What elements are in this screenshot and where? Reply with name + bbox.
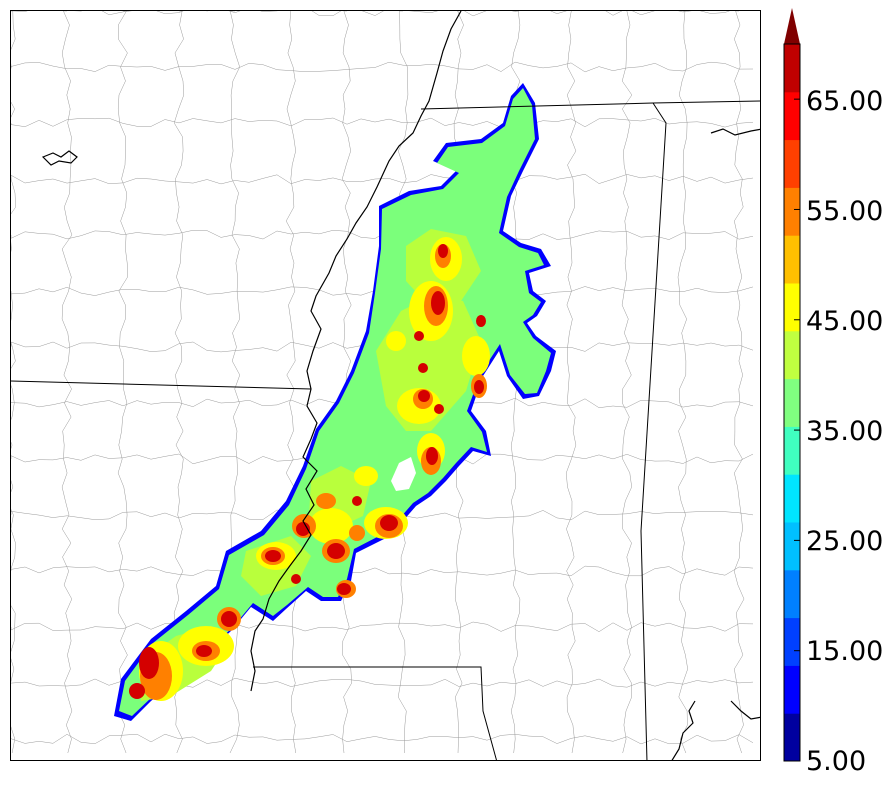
mississippi-river [250, 11, 760, 760]
colorbar-label-5: 5.00 [806, 746, 867, 777]
colorbar-ticks [794, 98, 800, 762]
colorbar-bin [784, 283, 800, 332]
echo-gap [391, 457, 416, 491]
colorbar-bin [784, 330, 800, 380]
colorbar-bin [784, 665, 800, 714]
map-panel [10, 10, 761, 761]
county-line [341, 11, 353, 754]
colorbar-bin [784, 713, 800, 762]
colorbar [770, 0, 894, 785]
colorbar-bin [784, 187, 800, 236]
colorbar-label-65: 65.00 [806, 86, 884, 117]
colorbar-bin [784, 426, 800, 475]
colorbar-outline [783, 43, 801, 762]
county-line [11, 11, 16, 754]
county-line [285, 11, 297, 754]
county-line [733, 11, 745, 754]
county-line [11, 230, 754, 240]
county-line [11, 117, 754, 128]
colorbar-bin [784, 91, 800, 141]
reflectivity-field [114, 83, 556, 721]
county-line [61, 11, 73, 754]
radar-reflectivity-map [11, 11, 760, 760]
colorbar-label-15: 15.00 [806, 636, 884, 667]
county-line [11, 733, 754, 745]
colorbar-label-45: 45.00 [806, 306, 884, 337]
lake-outline [41, 128, 760, 166]
colorbar-label-35: 35.00 [806, 416, 884, 447]
colorbar-bin [784, 569, 800, 619]
county-line [11, 11, 730, 17]
county-line [117, 11, 128, 754]
colorbar-bin [784, 617, 800, 666]
county-line [11, 565, 754, 577]
colorbar-extend-arrow [784, 8, 800, 44]
colorbar-bin [784, 474, 800, 523]
colorbar-bins [784, 44, 800, 762]
county-line [11, 61, 754, 73]
colorbar-label-55: 55.00 [806, 196, 884, 227]
colorbar-bin [784, 139, 800, 188]
county-line [565, 11, 577, 754]
colorbar-bin [784, 378, 800, 427]
colorbar-svg [783, 8, 801, 762]
county-line [11, 621, 754, 632]
colorbar-label-25: 25.00 [806, 526, 884, 557]
colorbar-bin [784, 44, 800, 93]
colorbar-bin [784, 522, 800, 571]
county-line [677, 11, 688, 754]
county-line [621, 11, 633, 754]
intense-echo-cores [129, 244, 486, 699]
state-boundaries [11, 100, 760, 760]
colorbar-bin [784, 235, 800, 284]
